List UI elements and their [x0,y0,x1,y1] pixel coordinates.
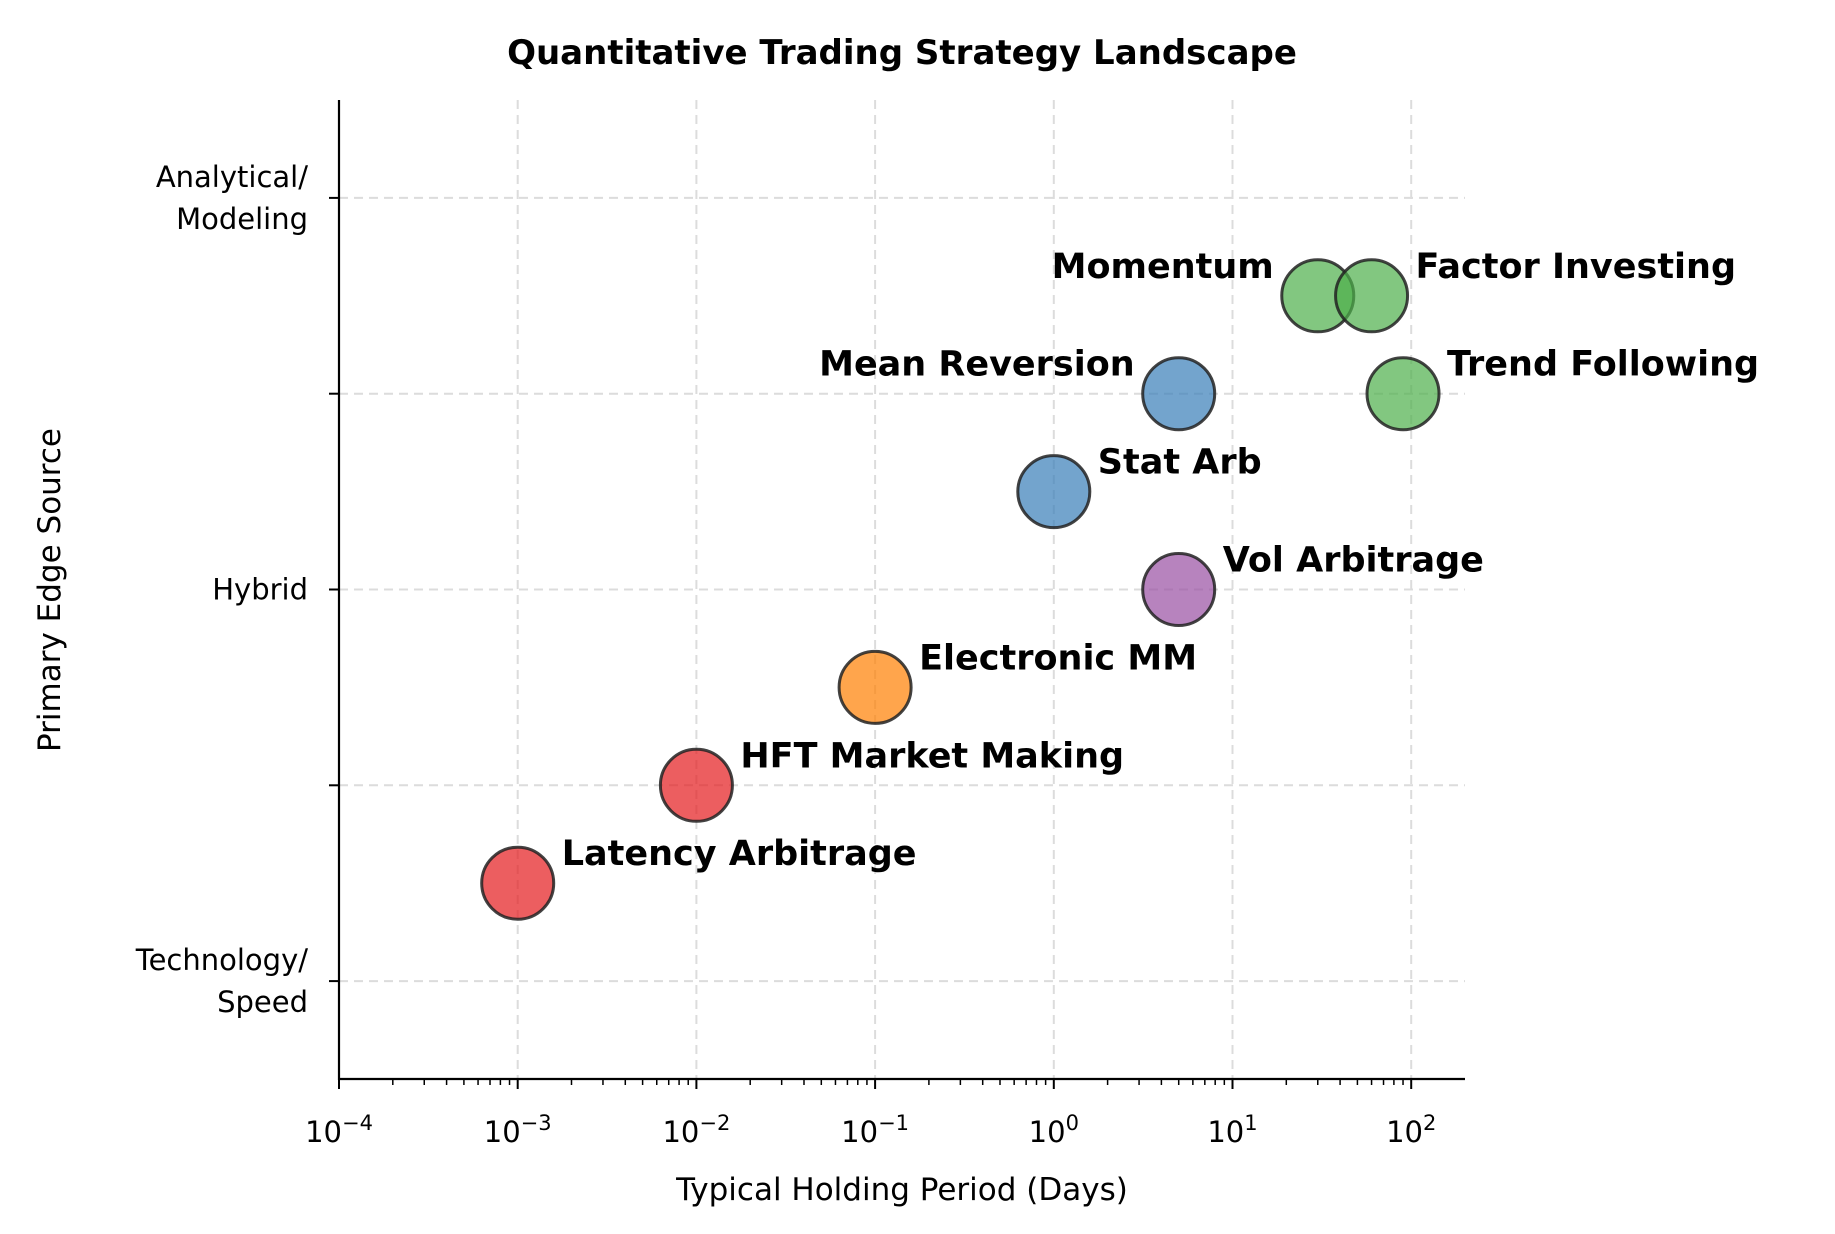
chart-title: Quantitative Trading Strategy Landscape [507,33,1297,73]
data-point [1141,552,1217,627]
y-tick-label: Technology/ [135,943,308,977]
y-tick-label: Analytical/ [156,160,308,194]
data-point [480,845,556,921]
x-tick-label: 10−4 [305,1111,373,1149]
data-label: Momentum [1052,247,1274,287]
data-label: Factor Investing [1416,247,1736,287]
x-tick-label: 10−3 [484,1111,552,1149]
point-labels: Latency Arbitrage HFT Market Making Electr… [562,247,1759,874]
data-point [837,649,913,725]
x-tick-label: 101 [1207,1111,1257,1149]
x-tick-label: 10−2 [662,1111,730,1149]
data-point [1334,258,1410,334]
x-axis-label: Typical Holding Period (Days) [675,1172,1128,1208]
y-axis-label: Primary Edge Source [32,428,68,752]
axes: 10−4 10−3 10−2 10−1 100 101 102 Technology/Spee… [135,100,1465,1149]
data-point [658,747,734,823]
data-point [1016,454,1092,530]
data-point [1365,356,1441,432]
data-label: Electronic MM [919,638,1197,678]
data-label: HFT Market Making [740,736,1124,776]
data-label: Trend Following [1447,345,1759,385]
x-tick-label: 102 [1386,1111,1436,1149]
data-label: Vol Arbitrage [1223,541,1484,581]
y-tick-label: Modeling [176,202,308,236]
y-tick-label: Speed [217,985,308,1019]
y-tick-label: Hybrid [212,573,308,607]
data-label: Stat Arb [1098,443,1262,483]
data-point [1141,356,1217,432]
x-tick-label: 10−1 [841,1111,909,1149]
grid [338,100,1465,1079]
data-label: Latency Arbitrage [562,834,917,874]
data-label: Mean Reversion [819,345,1135,385]
points [480,258,1441,921]
x-tick-label: 100 [1029,1111,1079,1149]
